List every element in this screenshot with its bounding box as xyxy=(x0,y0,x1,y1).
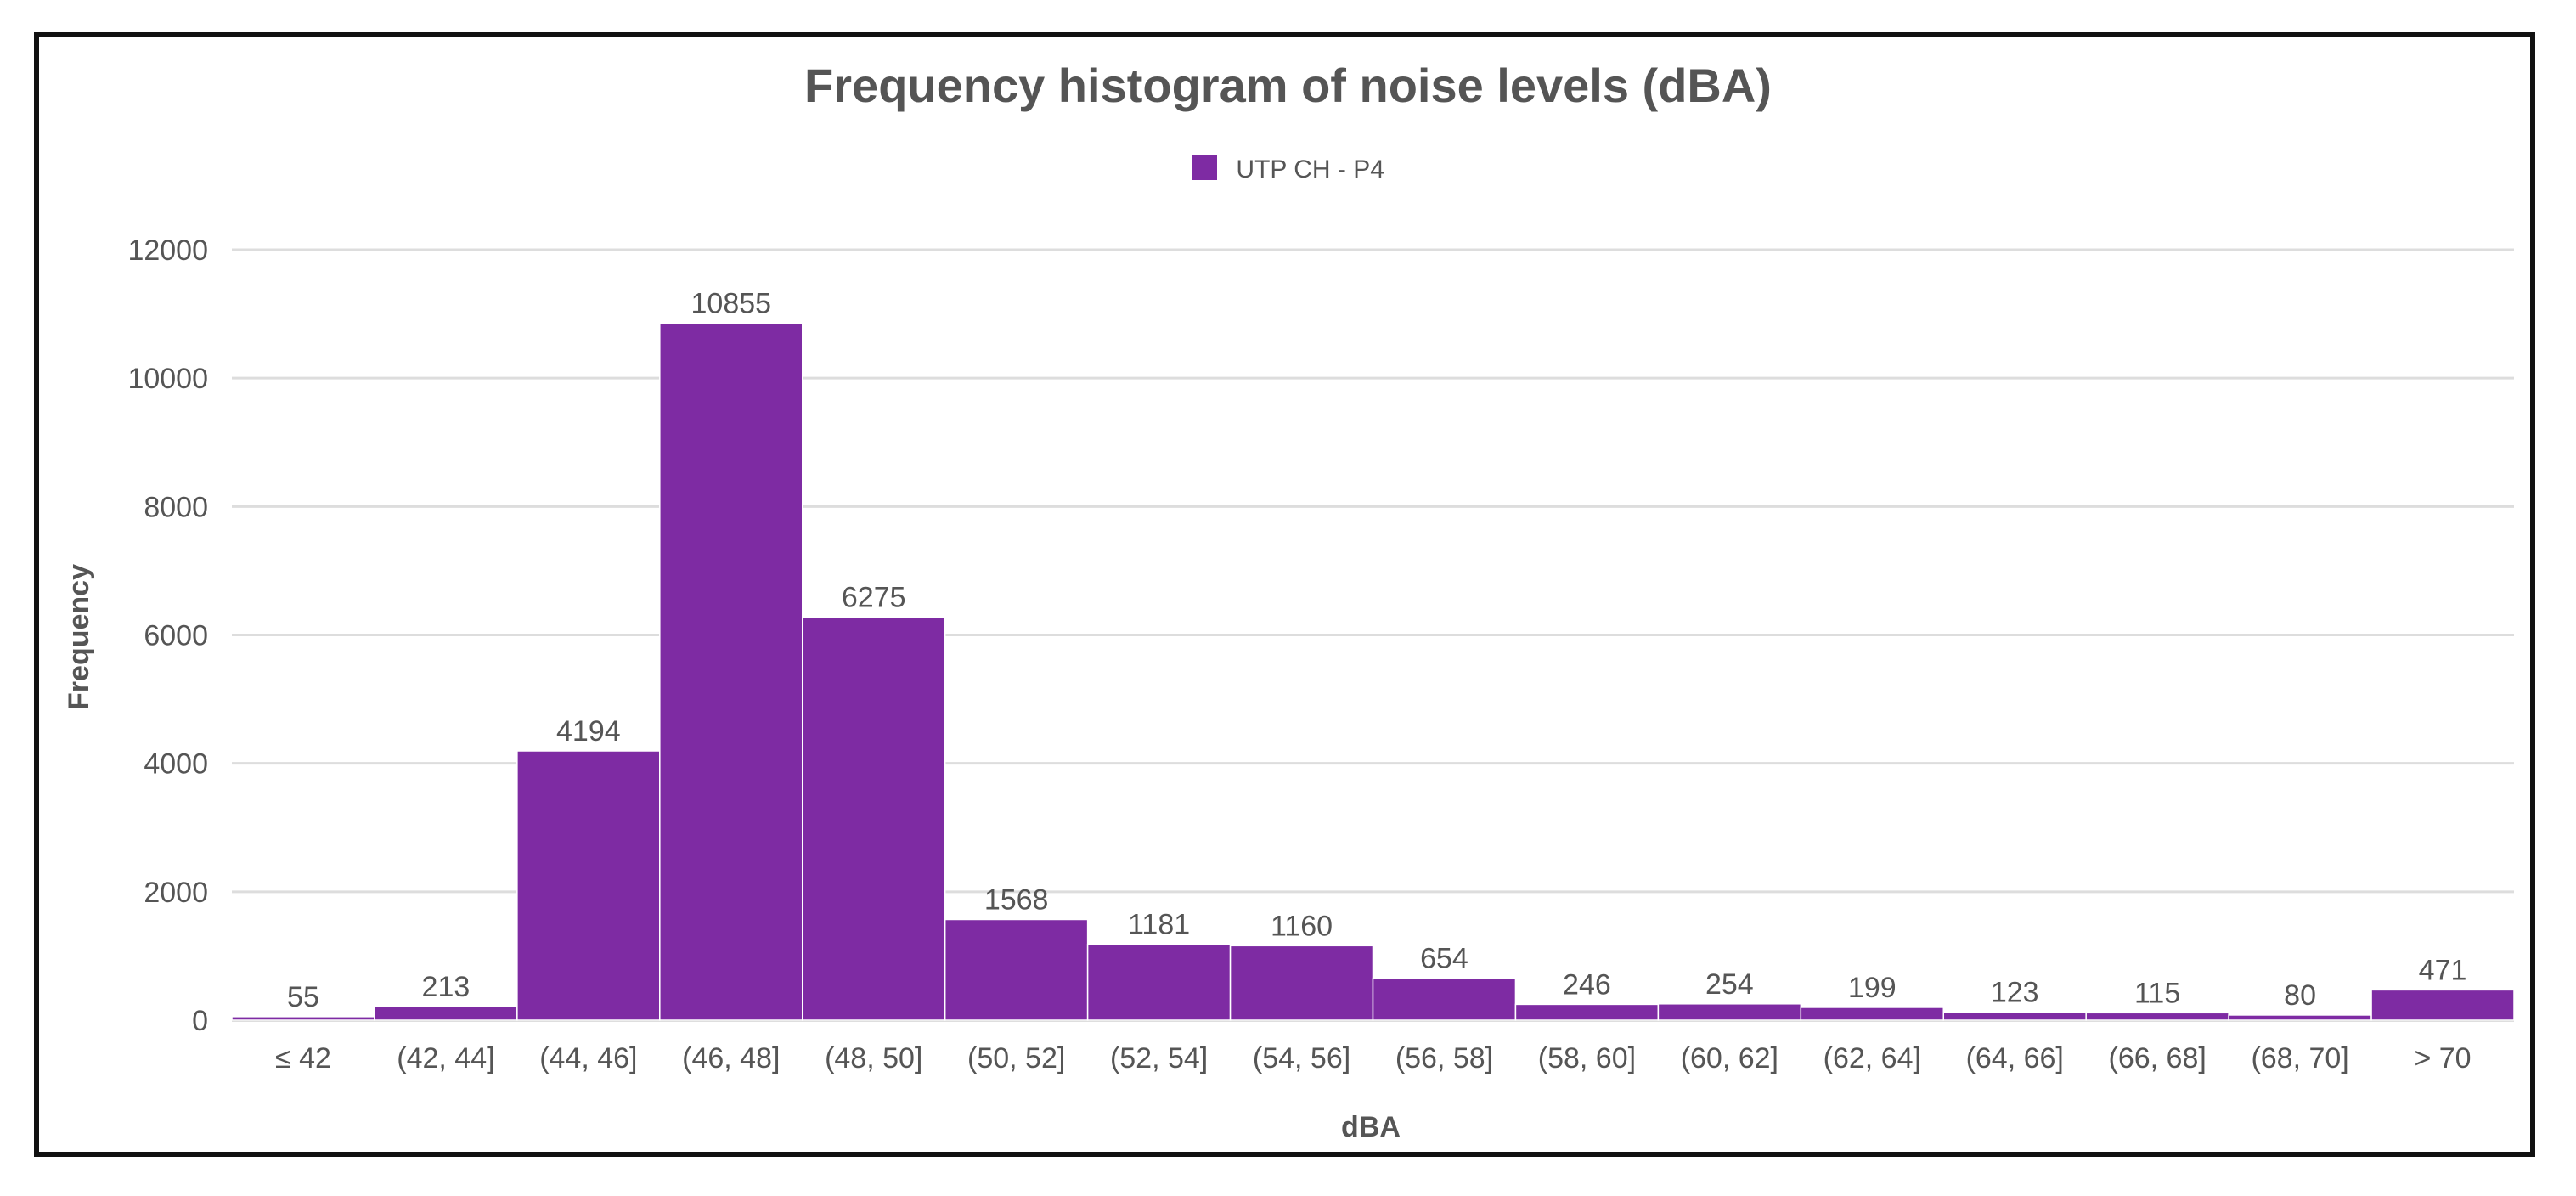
bar-5 xyxy=(944,918,1089,1021)
x-tick-label-2: (44, 46] xyxy=(539,1042,637,1075)
x-tick-label-13: (66, 68] xyxy=(2109,1042,2207,1075)
y-tick-label-2000: 2000 xyxy=(144,877,208,909)
data-label-4: 6275 xyxy=(842,582,906,614)
data-label-12: 123 xyxy=(1991,977,2039,1009)
y-tick-label-4000: 4000 xyxy=(144,748,208,781)
bar-2 xyxy=(516,750,661,1021)
data-label-15: 471 xyxy=(2419,954,2467,986)
bar-8 xyxy=(1372,977,1517,1021)
bar-4 xyxy=(802,616,946,1021)
x-tick-label-6: (52, 54] xyxy=(1110,1042,1208,1075)
y-tick-label-12000: 12000 xyxy=(127,234,208,267)
y-tick-label-8000: 8000 xyxy=(144,491,208,523)
y-axis-title: Frequency xyxy=(63,564,95,710)
data-label-14: 80 xyxy=(2284,979,2316,1012)
chart-title: Frequency histogram of noise levels (dBA… xyxy=(804,59,1772,112)
data-label-2: 4194 xyxy=(556,715,621,748)
bar-1 xyxy=(374,1006,518,1021)
x-axis-title: dBA xyxy=(1341,1111,1401,1143)
bar-13 xyxy=(2085,1012,2229,1021)
data-label-6: 1181 xyxy=(1128,909,1190,941)
x-tick-label-14: (68, 70] xyxy=(2251,1042,2348,1075)
data-label-10: 254 xyxy=(1705,968,1754,1001)
y-tick-label-0: 0 xyxy=(192,1005,208,1037)
bar-12 xyxy=(1942,1011,2087,1021)
bar-0 xyxy=(231,1016,375,1021)
data-label-8: 654 xyxy=(1420,943,1468,975)
y-tick-label-10000: 10000 xyxy=(127,363,208,395)
bar-3 xyxy=(659,322,803,1021)
data-label-9: 246 xyxy=(1563,968,1611,1001)
x-tick-label-12: (64, 66] xyxy=(1966,1042,2064,1075)
y-tick-label-6000: 6000 xyxy=(144,620,208,652)
x-tick-labels: ≤ 42 (42, 44] (44, 46] (46, 48] (48, 50] (50,… xyxy=(275,1042,2472,1075)
x-tick-label-10: (60, 62] xyxy=(1681,1042,1778,1075)
data-label-13: 115 xyxy=(2134,977,2180,1009)
chart-legend: UTP CH - P4 xyxy=(0,155,2576,184)
data-label-11: 199 xyxy=(1848,972,1897,1004)
x-tick-label-3: (46, 48] xyxy=(682,1042,780,1075)
bar-15 xyxy=(2370,989,2515,1021)
x-tick-label-0: ≤ 42 xyxy=(275,1042,331,1075)
bar-11 xyxy=(1800,1007,1944,1021)
data-label-3: 10855 xyxy=(691,288,772,320)
data-label-1: 213 xyxy=(422,971,471,1003)
x-tick-label-5: (50, 52] xyxy=(967,1042,1065,1075)
bar-9 xyxy=(1514,1003,1660,1021)
data-labels: 55 213 4194 10855 6275 1568 1181 1160 654 246 254 1… xyxy=(287,288,2466,1013)
legend-label-utp-ch-p4: UTP CH - P4 xyxy=(1236,155,1384,184)
x-tick-label-4: (48, 50] xyxy=(825,1042,922,1075)
bar-7 xyxy=(1229,945,1374,1021)
x-tick-label-11: (62, 64] xyxy=(1823,1042,1921,1075)
bar-14 xyxy=(2228,1014,2372,1021)
data-label-5: 1568 xyxy=(984,883,1049,916)
data-label-0: 55 xyxy=(287,981,319,1013)
legend-swatch-utp-ch-p4 xyxy=(1192,155,1218,181)
bar-10 xyxy=(1657,1003,1802,1021)
y-tick-labels: 0 2000 4000 6000 8000 10000 12000 xyxy=(127,234,208,1037)
x-tick-label-7: (54, 56] xyxy=(1253,1042,1350,1075)
x-tick-label-9: (58, 60] xyxy=(1538,1042,1636,1075)
x-tick-label-1: (42, 44] xyxy=(397,1042,494,1075)
x-tick-label-15: > 70 xyxy=(2414,1042,2471,1075)
bars xyxy=(231,322,2515,1021)
x-tick-label-8: (56, 58] xyxy=(1395,1042,1493,1075)
bar-6 xyxy=(1086,943,1232,1021)
data-label-7: 1160 xyxy=(1271,910,1333,942)
